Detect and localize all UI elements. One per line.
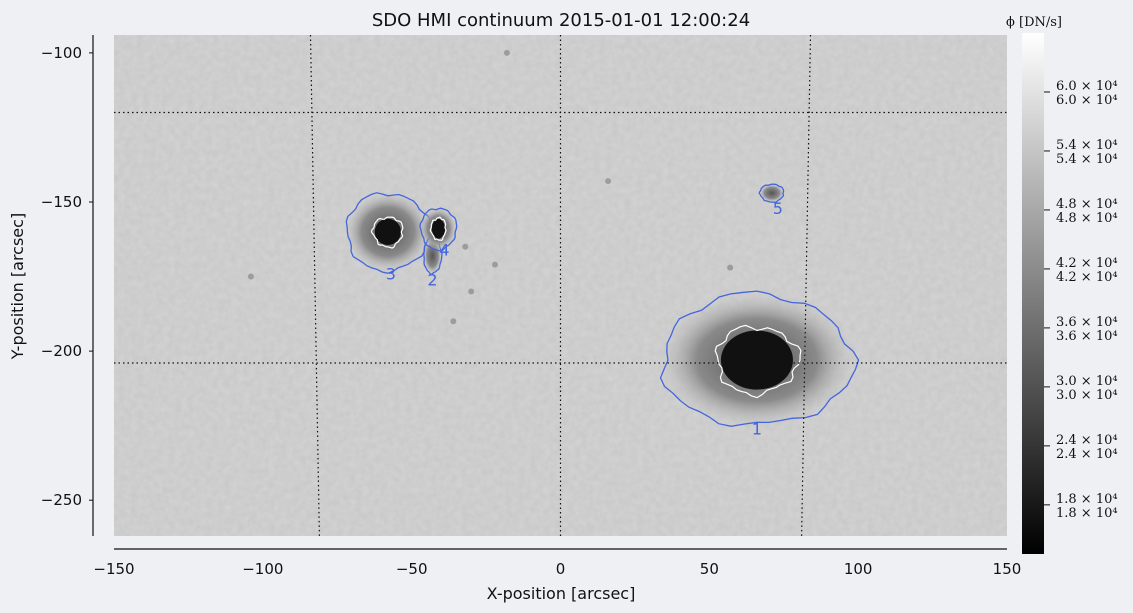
pore-mark <box>492 261 499 268</box>
colorbar-label: ϕ [DN/s] <box>1006 15 1062 30</box>
pore-mark <box>450 318 457 325</box>
x-axis-label: X-position [arcsec] <box>487 584 636 603</box>
colorbar-tick-label: 2.4 × 10⁴ <box>1056 433 1118 448</box>
y-tick-label: −100 <box>41 44 82 62</box>
pore-mark <box>468 288 475 295</box>
umbra-contour <box>370 216 404 249</box>
y-tick-label: −150 <box>41 193 82 211</box>
x-tick-label: 150 <box>993 560 1022 578</box>
region-label: 4 <box>439 241 449 260</box>
axes: −150 −100 −50 0 50 100 150 −100 −150 −200 −250 <box>41 35 1022 578</box>
penumbra-contour <box>345 192 432 274</box>
colorbar-tick-label: 3.0 × 10⁴ <box>1056 374 1118 389</box>
colorbar-tick-label: 3.6 × 10⁴ <box>1056 329 1118 344</box>
colorbar-tick-label: 4.2 × 10⁴ <box>1056 270 1118 285</box>
pore-mark <box>247 273 254 280</box>
penumbra-contour <box>758 183 785 203</box>
pore-mark <box>462 243 469 250</box>
colorbar-tick-label: 4.2 × 10⁴ <box>1056 256 1118 271</box>
colorbar-tick-label: 5.4 × 10⁴ <box>1056 152 1118 167</box>
region-label: 1 <box>752 420 762 439</box>
umbra-contour <box>714 324 802 399</box>
colorbar-tick-label: 6.0 × 10⁴ <box>1056 79 1118 94</box>
sunspot-umbra <box>374 218 401 245</box>
sunspot-penumbra <box>759 183 785 203</box>
penumbra-contour <box>419 207 458 252</box>
colorbar-tick-label: 2.4 × 10⁴ <box>1056 447 1118 462</box>
granulation-texture <box>114 35 1007 536</box>
colorbar-tick-label: 3.6 × 10⁴ <box>1056 315 1118 330</box>
colorbar-gradient <box>1022 33 1044 554</box>
colorbar-tick-label: 6.0 × 10⁴ <box>1056 93 1118 108</box>
x-tick-label: −150 <box>93 560 134 578</box>
sunspot-umbra <box>720 330 793 390</box>
plot-area: 1 2 3 4 5 <box>114 35 1007 536</box>
colorbar-tick-label: 5.4 × 10⁴ <box>1056 138 1118 153</box>
x-tick-label: 50 <box>700 560 719 578</box>
x-tick-label: −50 <box>396 560 428 578</box>
y-tick-label: −250 <box>41 491 82 509</box>
y-axis-label: Y-position [arcsec] <box>8 213 27 360</box>
region-label: 3 <box>386 265 396 284</box>
pore-mark <box>727 264 734 271</box>
colorbar-tick-label: 3.0 × 10⁴ <box>1056 388 1118 403</box>
sunspot-umbra <box>431 218 446 239</box>
y-tick-label: −200 <box>41 342 82 360</box>
colorbar-tick-label: 1.8 × 10⁴ <box>1056 506 1118 521</box>
pore-mark <box>503 49 510 56</box>
chart-title: SDO HMI continuum 2015-01-01 12:00:24 <box>372 10 750 31</box>
umbra-contour <box>429 216 447 242</box>
colorbar-tick-label: 4.8 × 10⁴ <box>1056 197 1118 212</box>
penumbra-contour <box>659 290 860 427</box>
x-tick-label: −100 <box>242 560 283 578</box>
colorbar-tick-label: 4.8 × 10⁴ <box>1056 211 1118 226</box>
region-label: 5 <box>773 199 783 218</box>
pore-mark <box>605 178 612 185</box>
colorbar-tick-label: 1.8 × 10⁴ <box>1056 492 1118 507</box>
x-tick-label: 0 <box>556 560 566 578</box>
region-label: 2 <box>427 271 437 290</box>
x-tick-label: 100 <box>844 560 873 578</box>
